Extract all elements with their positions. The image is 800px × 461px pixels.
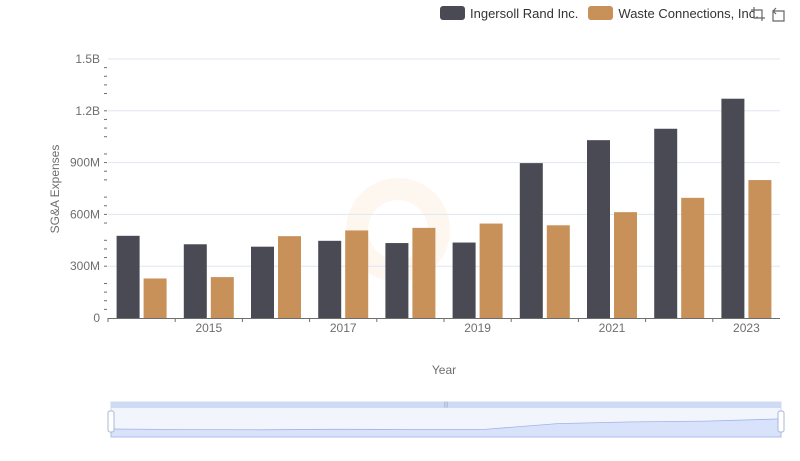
x-tick-label: 2015 — [195, 321, 222, 335]
legend-item-waste-connections[interactable]: Waste Connections, Inc. — [588, 5, 759, 21]
bar-ingersoll-2022[interactable] — [654, 128, 678, 318]
y-tick-label: 1.2B — [75, 104, 100, 118]
bar-waste-connections-2020[interactable] — [546, 225, 570, 318]
legend-label-waste-connections: Waste Connections, Inc. — [618, 5, 759, 21]
bar-ingersoll-2020[interactable] — [519, 163, 543, 318]
legend-label-ingersoll: Ingersoll Rand Inc. — [470, 5, 579, 21]
x-axis-ticks: 2015 2017 2019 2021 2023 — [107, 318, 760, 335]
x-tick-label: 2021 — [599, 321, 626, 335]
restore-icon[interactable] — [770, 6, 786, 22]
x-tick-label: 2017 — [330, 321, 357, 335]
y-axis-ticks: 0 300M 600M 900M 1.2B 1.5B — [70, 52, 107, 325]
y-axis-title: SG&A Expenses — [48, 145, 62, 234]
bar-ingersoll-2014[interactable] — [116, 235, 140, 318]
y-tick-label: 0 — [93, 311, 100, 325]
bar-waste-connections-2014[interactable] — [143, 278, 167, 318]
chart-toolbox — [746, 6, 786, 22]
bar-ingersoll-2016[interactable] — [251, 246, 274, 318]
slider-selected-range[interactable] — [111, 402, 781, 408]
slider-handle-left[interactable] — [107, 410, 115, 433]
y-tick-label: 300M — [70, 259, 100, 273]
chart-legend: Ingersoll Rand Inc. Waste Connections, I… — [440, 4, 769, 22]
bar-waste-connections-2022[interactable] — [681, 197, 705, 318]
x-axis-title: Year — [432, 363, 456, 377]
bar-ingersoll-2021[interactable] — [587, 140, 610, 318]
bar-ingersoll-2015[interactable] — [183, 244, 207, 318]
bar-waste-connections-2017[interactable] — [345, 230, 369, 318]
y-tick-label: 600M — [70, 207, 100, 221]
bar-ingersoll-2023[interactable] — [721, 98, 745, 318]
bar-ingersoll-2019[interactable] — [452, 242, 476, 318]
y-tick-label: 900M — [70, 156, 100, 170]
legend-swatch-ingersoll — [440, 6, 465, 20]
legend-item-ingersoll[interactable]: Ingersoll Rand Inc. — [440, 6, 578, 21]
bar-waste-connections-2021[interactable] — [614, 212, 637, 318]
bar-ingersoll-2017[interactable] — [318, 240, 342, 318]
legend-swatch-waste-connections — [588, 6, 614, 20]
bar-waste-connections-2023[interactable] — [748, 180, 772, 318]
bar-ingersoll-2018[interactable] — [385, 243, 409, 318]
bar-waste-connections-2016[interactable] — [278, 236, 301, 318]
bar-waste-connections-2019[interactable] — [479, 223, 503, 318]
slider-handle-right[interactable] — [777, 410, 785, 433]
x-tick-label: 2019 — [464, 321, 491, 335]
y-tick-label: 1.5B — [75, 52, 100, 66]
zoom-icon[interactable] — [750, 6, 766, 22]
bar-series — [116, 98, 772, 318]
bar-waste-connections-2015[interactable] — [210, 277, 234, 318]
slider-grip-icon[interactable]: ||| — [444, 402, 449, 408]
bar-waste-connections-2018[interactable] — [412, 227, 436, 318]
x-tick-label: 2023 — [733, 321, 760, 335]
data-zoom-slider[interactable]: ||| — [107, 401, 785, 438]
